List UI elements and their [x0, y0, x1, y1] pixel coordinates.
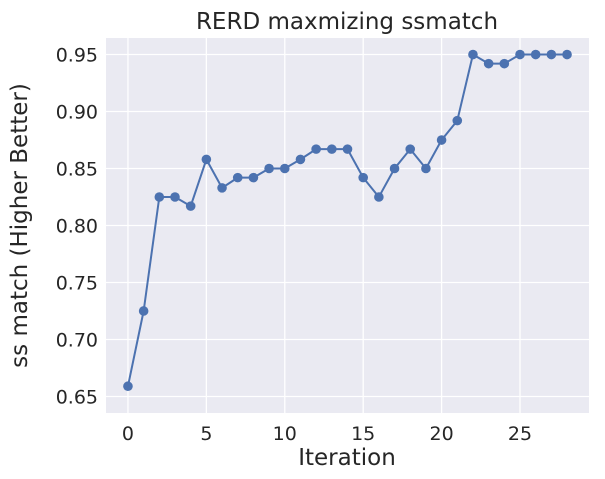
data-point	[264, 163, 274, 174]
data-point	[327, 144, 337, 154]
data-point	[138, 306, 149, 316]
data-point	[389, 163, 400, 174]
x-tick-label: 25	[508, 423, 532, 445]
data-point	[515, 49, 525, 60]
data-point	[123, 381, 133, 392]
data-point	[295, 154, 306, 165]
series-layer	[123, 49, 572, 392]
data-point	[279, 163, 290, 174]
x-tick-label: 20	[429, 423, 453, 445]
y-tick-label: 0.80	[56, 216, 98, 238]
y-tick-label: 0.85	[56, 159, 98, 181]
data-point	[311, 144, 321, 154]
data-point	[562, 49, 572, 60]
data-point	[154, 192, 165, 202]
grid	[106, 38, 589, 413]
x-tick-label: 0	[122, 423, 134, 445]
y-tick-label: 0.65	[56, 386, 98, 408]
data-point	[546, 49, 557, 60]
y-tick-label: 0.70	[56, 329, 98, 351]
x-tick-label: 10	[273, 423, 297, 445]
data-point	[483, 58, 494, 69]
data-point	[468, 49, 478, 60]
chart-title: RERD maxmizing ssmatch	[196, 9, 498, 35]
x-tick-label: 15	[351, 423, 375, 445]
y-axis-label: ss match (Higher Better)	[7, 83, 33, 368]
data-point	[248, 172, 259, 183]
data-point	[170, 192, 180, 202]
data-point	[217, 183, 227, 193]
data-point	[452, 115, 463, 126]
y-tick-label: 0.95	[56, 45, 98, 67]
data-point	[374, 192, 384, 202]
data-point	[358, 172, 368, 183]
data-point	[421, 163, 431, 174]
data-point	[201, 154, 212, 165]
data-point	[342, 144, 353, 154]
data-point	[232, 172, 243, 183]
data-point	[436, 135, 447, 145]
x-tick-label: 5	[200, 423, 212, 445]
x-axis-ticks: 0 5 10 15 20 25	[122, 423, 532, 445]
x-axis-label: Iteration	[298, 445, 396, 471]
data-point	[530, 49, 541, 60]
data-point	[185, 201, 196, 211]
y-tick-label: 0.90	[56, 102, 98, 124]
data-point	[499, 58, 510, 69]
y-axis-ticks: 0.65 0.70 0.75 0.80 0.85 0.90 0.95	[56, 45, 98, 409]
data-point	[405, 144, 416, 154]
y-tick-label: 0.75	[56, 272, 98, 294]
